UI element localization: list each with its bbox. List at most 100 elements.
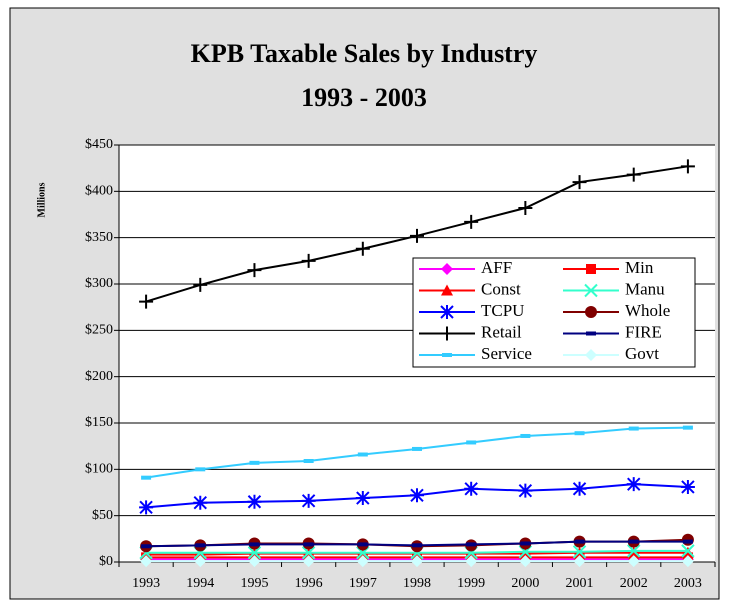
marker [573, 555, 586, 568]
marker [572, 545, 587, 559]
legend-label: Manu [625, 279, 665, 298]
marker [518, 483, 533, 498]
legend-label: Govt [625, 344, 659, 363]
marker [357, 542, 368, 547]
legend-label: Whole [625, 301, 670, 320]
y-tick-label: $100 [85, 462, 113, 477]
legend-label: Const [481, 279, 521, 298]
marker [441, 263, 453, 275]
marker [520, 433, 531, 438]
marker [680, 479, 695, 494]
marker [301, 253, 316, 268]
marker [355, 241, 370, 256]
marker [441, 284, 453, 296]
legend-label: FIRE [625, 322, 662, 341]
x-tick-label: 2003 [674, 576, 702, 591]
marker [193, 495, 208, 510]
marker [466, 542, 477, 547]
marker [194, 555, 207, 568]
marker [681, 544, 695, 558]
marker [247, 494, 262, 509]
marker [518, 201, 533, 216]
marker [139, 294, 154, 309]
marker [682, 539, 693, 544]
marker [584, 283, 598, 298]
marker [682, 425, 693, 430]
marker [585, 349, 597, 361]
marker [520, 541, 531, 546]
marker [464, 481, 479, 496]
marker [574, 431, 585, 436]
x-tick-label: 1998 [403, 576, 431, 591]
marker [301, 546, 316, 560]
y-tick-label: $400 [85, 184, 113, 199]
marker [302, 555, 315, 568]
marker [464, 214, 479, 229]
marker [440, 305, 454, 319]
marker [572, 481, 587, 496]
marker [440, 326, 454, 341]
legend-label: Retail [481, 322, 522, 341]
marker [247, 546, 262, 560]
marker [249, 542, 260, 547]
x-tick-label: 1993 [132, 576, 160, 591]
marker [141, 475, 152, 480]
y-tick-label: $200 [85, 369, 113, 384]
x-tick-label: 1995 [240, 576, 268, 591]
marker [628, 539, 639, 544]
marker [195, 467, 206, 472]
y-tick-label: $0 [99, 554, 113, 569]
chart-subtitle: 1993 - 2003 [301, 83, 427, 112]
marker [586, 264, 596, 274]
x-tick-label: 1999 [457, 576, 485, 591]
marker [303, 458, 314, 463]
x-tick-label: 2001 [566, 576, 594, 591]
y-tick-label: $250 [85, 323, 113, 338]
marker [356, 555, 369, 568]
x-tick-label: 1997 [349, 576, 377, 591]
marker [410, 488, 424, 503]
marker [519, 555, 532, 568]
marker [248, 555, 261, 568]
marker [139, 500, 154, 515]
y-axis-label: Millions [36, 182, 47, 217]
legend-label: TCPU [481, 301, 524, 320]
marker [572, 175, 587, 190]
x-tick-label: 2000 [511, 576, 539, 591]
marker [626, 477, 641, 492]
marker [249, 460, 260, 465]
legend-label: Min [625, 258, 654, 277]
marker [412, 446, 422, 451]
marker [574, 539, 585, 544]
marker [626, 167, 641, 182]
marker [411, 555, 423, 568]
marker [586, 331, 596, 336]
legend-label: AFF [481, 258, 512, 277]
marker [680, 159, 695, 174]
x-tick-label: 1996 [295, 576, 323, 591]
chart-title: KPB Taxable Sales by Industry [191, 39, 538, 68]
marker [412, 543, 422, 548]
marker [627, 544, 641, 558]
marker [442, 353, 452, 357]
marker [301, 493, 316, 508]
marker [465, 555, 478, 568]
x-tick-label: 1994 [186, 576, 214, 591]
marker [357, 452, 368, 457]
y-tick-label: $450 [85, 137, 113, 152]
marker [141, 544, 152, 549]
marker [410, 228, 424, 243]
y-tick-label: $50 [92, 508, 113, 523]
y-tick-label: $350 [85, 230, 113, 245]
marker [140, 555, 153, 568]
marker [627, 555, 640, 568]
marker [466, 440, 477, 445]
marker [193, 277, 208, 292]
y-tick-label: $150 [85, 415, 113, 430]
marker [628, 426, 639, 431]
legend-label: Service [481, 344, 532, 363]
marker [585, 306, 597, 318]
marker [247, 263, 262, 278]
marker [355, 491, 370, 506]
